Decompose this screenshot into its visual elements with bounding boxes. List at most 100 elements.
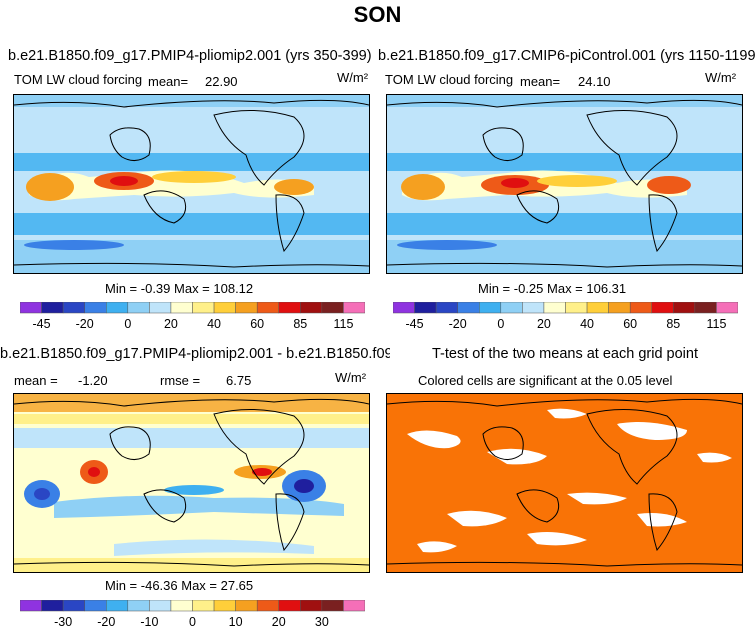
- colorbar-swatch: [300, 600, 323, 612]
- colorbar-swatch: [170, 600, 193, 612]
- field-map-top-left: [14, 95, 369, 273]
- colorbar-tick-label: 0: [189, 615, 196, 628]
- colorbar-tick-label: 0: [497, 317, 504, 330]
- colorbar-tick-label: -20: [76, 317, 94, 330]
- colorbar-swatch: [41, 302, 64, 314]
- colorbar-swatch: [84, 302, 107, 314]
- colorbar-swatch: [213, 600, 236, 612]
- colorbar-swatch: [522, 302, 545, 314]
- colorbar-swatch: [414, 302, 437, 314]
- colorbar-swatch: [106, 302, 129, 314]
- colorbar-tick-label: 85: [293, 317, 307, 330]
- mean-value-bottom-left: -1.20: [78, 373, 108, 388]
- colorbar-swatch: [127, 600, 150, 612]
- colorbar-swatch: [543, 302, 566, 314]
- colorbar-swatch: [278, 600, 301, 612]
- colorbar-tick-label: -45: [406, 317, 424, 330]
- map-top-right: [386, 94, 743, 274]
- panel-title-top-right: b.e21.B1850.f09_g17.CMIP6-piControl.001 …: [378, 48, 755, 64]
- colorbar-swatch: [343, 302, 365, 314]
- colorbar-top-left: -45 -20 0 20 40 60 85 115: [20, 302, 365, 330]
- colorbar-swatch: [235, 600, 258, 612]
- mean-value-top-right: 24.10: [578, 74, 611, 89]
- map-top-left: [13, 94, 370, 274]
- colorbar-swatch: [300, 302, 323, 314]
- colorbar-swatch: [435, 302, 458, 314]
- panel-title-bottom-left: b.e21.B1850.f09_g17.PMIP4-pliomip2.001 -…: [0, 346, 390, 362]
- significance-map: [387, 394, 742, 572]
- colorbar-swatch: [84, 600, 107, 612]
- colorbar-swatch: [500, 302, 523, 314]
- rmse-label-bottom-left: rmse =: [160, 373, 201, 388]
- colorbar-tick-label: 10: [229, 615, 243, 628]
- map-bottom-left: [13, 393, 370, 573]
- colorbar-bottom-left: -30 -20 -10 0 10 20 30: [20, 600, 365, 628]
- colorbar-tick-label: -10: [140, 615, 158, 628]
- colorbar-swatch: [278, 302, 301, 314]
- colorbar-swatch: [673, 302, 696, 314]
- colorbar-swatch: [235, 302, 258, 314]
- colorbar-swatch: [62, 600, 85, 612]
- colorbar-tick-label: -20: [449, 317, 467, 330]
- colorbar-swatch: [457, 302, 480, 314]
- colorbar-swatch: [213, 302, 236, 314]
- colorbar-swatch: [256, 600, 280, 612]
- mean-value-top-left: 22.90: [205, 74, 238, 89]
- colorbar-swatch: [629, 302, 653, 314]
- colorbar-tick-label: 60: [623, 317, 637, 330]
- colorbar-tick-label: 115: [706, 317, 726, 330]
- colorbar-swatch: [192, 302, 215, 314]
- colorbar-tick-label: 20: [537, 317, 551, 330]
- colorbar-swatch: [343, 600, 365, 612]
- colorbar-tick-label: 30: [315, 615, 329, 628]
- units-top-left: W/m²: [337, 70, 369, 85]
- colorbar-tick-label: 60: [250, 317, 264, 330]
- mean-label-top-right: mean=: [520, 74, 561, 89]
- colorbar-swatch: [651, 302, 674, 314]
- colorbar-swatch: [694, 302, 717, 314]
- variable-label-top-left: TOM LW cloud forcing: [14, 72, 143, 87]
- colorbar-swatch: [20, 600, 42, 612]
- mean-label-bottom-left: mean =: [14, 373, 58, 388]
- colorbar-swatch: [716, 302, 738, 314]
- colorbar-swatch: [41, 600, 64, 612]
- colorbar-tick-label: -20: [97, 615, 115, 628]
- colorbar-swatch: [170, 302, 193, 314]
- colorbar-swatch: [256, 302, 280, 314]
- colorbar-swatch: [192, 600, 215, 612]
- colorbar-swatch: [149, 302, 172, 314]
- variable-label-top-right: TOM LW cloud forcing: [385, 72, 514, 87]
- colorbar-tick-label: 20: [272, 615, 286, 628]
- panel-title-bottom-right: T-test of the two means at each grid poi…: [432, 346, 698, 362]
- colorbar-swatch: [106, 600, 129, 612]
- minmax-top-left: Min = -0.39 Max = 108.12: [105, 281, 254, 296]
- units-bottom-left: W/m²: [335, 370, 367, 385]
- minmax-top-right: Min = -0.25 Max = 106.31: [478, 281, 627, 296]
- figure-title: SON: [353, 2, 402, 27]
- colorbar-top-right: -45 -20 0 20 40 60 85 115: [393, 302, 738, 330]
- colorbar-swatch: [149, 600, 172, 612]
- colorbar-tick-label: 0: [124, 317, 131, 330]
- colorbar-swatch: [321, 600, 344, 612]
- colorbar-swatch: [127, 302, 150, 314]
- rmse-value-bottom-left: 6.75: [226, 373, 252, 388]
- map-bottom-right: [386, 393, 743, 573]
- colorbar-tick-label: -45: [33, 317, 51, 330]
- units-top-right: W/m²: [705, 70, 737, 85]
- colorbar-swatch: [20, 302, 42, 314]
- colorbar-swatch: [62, 302, 85, 314]
- colorbar-tick-label: -30: [54, 615, 72, 628]
- colorbar-tick-label: 40: [580, 317, 594, 330]
- colorbar-tick-label: 20: [164, 317, 178, 330]
- colorbar-swatch: [608, 302, 631, 314]
- colorbar-swatch: [479, 302, 502, 314]
- field-map-bottom-left: [14, 394, 369, 572]
- colorbar-swatch: [565, 302, 588, 314]
- panel-subtitle-bottom-right: Colored cells are significant at the 0.0…: [418, 373, 673, 388]
- minmax-bottom-left: Min = -46.36 Max = 27.65: [105, 578, 254, 593]
- colorbar-tick-label: 115: [333, 317, 353, 330]
- mean-label-top-left: mean=: [148, 74, 189, 89]
- field-map-top-right: [387, 95, 742, 273]
- panel-title-top-left: b.e21.B1850.f09_g17.PMIP4-pliomip2.001 (…: [8, 48, 372, 64]
- colorbar-swatch: [393, 302, 415, 314]
